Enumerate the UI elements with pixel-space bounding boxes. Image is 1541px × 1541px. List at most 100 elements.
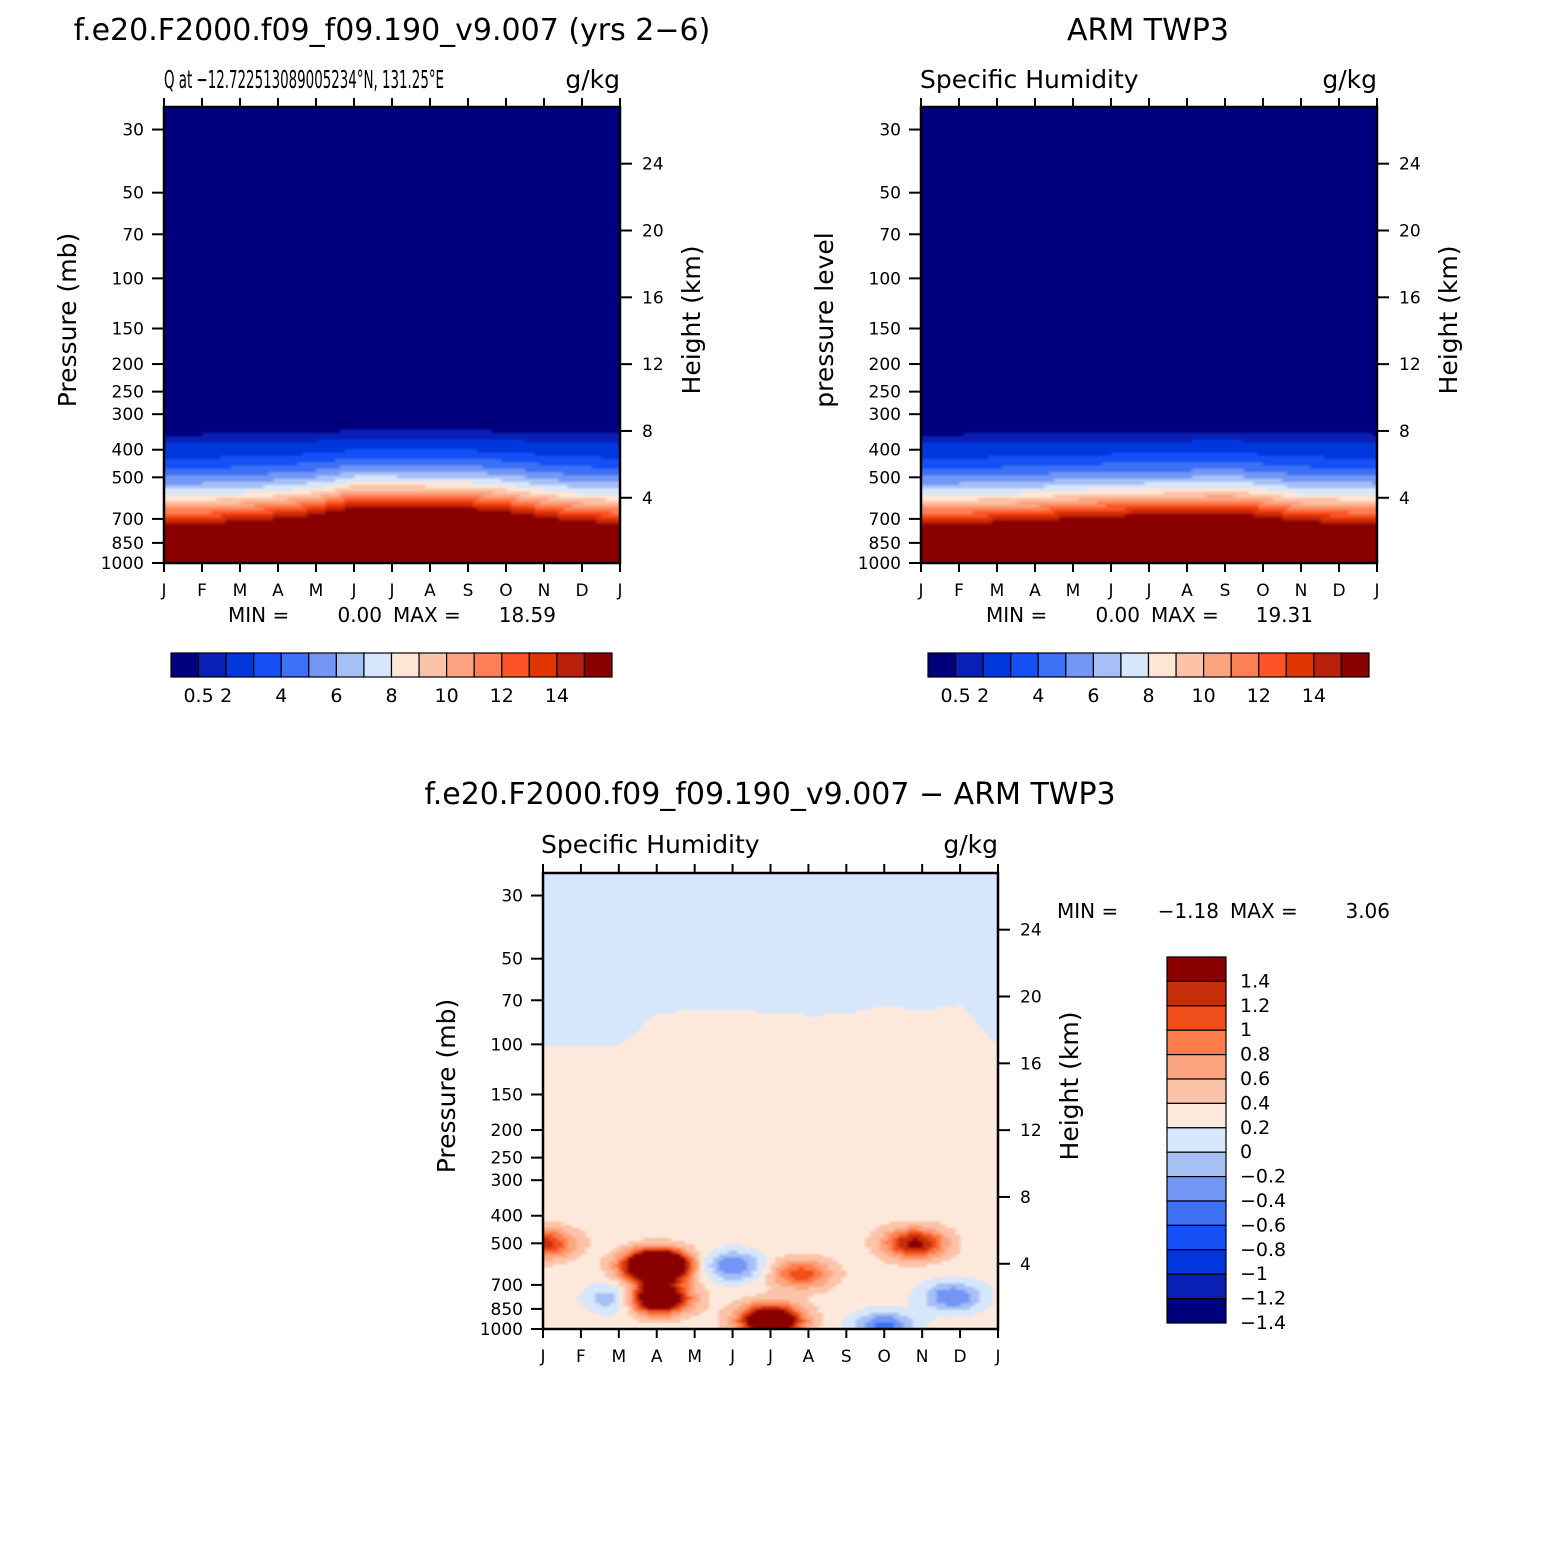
model-pressure-label: 250 [112, 383, 144, 403]
diff-colorbar-label: −0.2 [1240, 1166, 1286, 1188]
obs-month-label: S [1220, 581, 1231, 601]
diff-month-label: A [803, 1347, 815, 1367]
model-pressure-label: 850 [112, 534, 144, 554]
diff-month-label: A [651, 1347, 663, 1367]
model-colorbar-swatch [253, 652, 282, 678]
model-colorbar-swatch [335, 652, 365, 678]
model-colorbar-label: 2 [220, 685, 232, 707]
diff-colorbar-swatch [1166, 1151, 1227, 1178]
diff-max-label: MAX = [1230, 899, 1298, 923]
model-colorbar-label: 4 [275, 685, 287, 707]
diff-pressure-label: 250 [491, 1149, 523, 1169]
obs-height-label: 16 [1399, 288, 1421, 308]
diff-colorbar-label: −0.4 [1240, 1190, 1286, 1212]
model-field [164, 107, 620, 563]
obs-month-label: M [1066, 581, 1081, 601]
obs-month-label: A [1029, 581, 1041, 601]
model-month-label: O [499, 581, 512, 601]
model-month-label: D [575, 581, 588, 601]
model-colorbar-label: 0.5 [183, 685, 213, 707]
diff-colorbar-label: −1.2 [1240, 1288, 1286, 1310]
diff-max-value: 3.06 [1345, 899, 1390, 923]
obs-panel: Specific Humidity g/kg J F M A M J J A S O N D J 30 50… [810, 65, 1463, 707]
obs-colorbar-label: 8 [1142, 685, 1154, 707]
model-colorbar-label: 8 [385, 685, 397, 707]
top-left-title: f.e20.F2000.f09_f09.190_v9.007 (yrs 2−6) [74, 13, 711, 48]
obs-colorbar: 0.5 2 4 6 8 10 12 14 [927, 652, 1370, 707]
model-pressure-label: 200 [112, 355, 144, 375]
model-min-value: 0.00 [337, 603, 382, 627]
model-colorbar-swatch [501, 652, 530, 678]
diff-month-label: J [729, 1347, 735, 1367]
model-month-label: A [424, 581, 436, 601]
model-pressure-label: 150 [112, 319, 144, 339]
model-colorbar-swatch [446, 652, 475, 678]
diff-colorbar-label: 0.6 [1240, 1068, 1270, 1090]
obs-month-label: J [917, 581, 923, 601]
diff-field [543, 873, 998, 1329]
obs-pressure-label: 70 [879, 225, 901, 245]
model-colorbar-swatch [556, 652, 586, 678]
obs-month-label: J [1145, 581, 1151, 601]
model-pressure-label: 100 [112, 269, 144, 289]
model-units-label: g/kg [565, 65, 620, 94]
obs-pressure-label: 100 [869, 269, 901, 289]
model-pressure-label: 700 [112, 510, 144, 530]
obs-panel-title: Specific Humidity [920, 65, 1139, 94]
diff-colorbar-swatch [1166, 1249, 1227, 1275]
model-colorbar-label: 10 [435, 685, 459, 707]
model-colorbar-label: 14 [545, 685, 569, 707]
obs-colorbar-label: 14 [1302, 685, 1326, 707]
diff-colorbar-label: −1 [1240, 1263, 1268, 1285]
obs-colorbar-label: 6 [1087, 685, 1099, 707]
diff-colorbar-swatch [1166, 956, 1227, 982]
model-colorbar-swatch [225, 652, 255, 678]
obs-colorbar-swatch [1258, 652, 1287, 678]
model-colorbar-label: 6 [330, 685, 342, 707]
model-colorbar-swatch [528, 652, 558, 678]
diff-height-label: 8 [1020, 1188, 1031, 1208]
diff-colorbar-swatch [1166, 1053, 1227, 1080]
diff-month-label: D [954, 1347, 967, 1367]
diff-colorbar-label: 1.4 [1240, 970, 1270, 992]
diff-pressure-label: 850 [491, 1300, 523, 1320]
diff-colorbar-swatch [1166, 980, 1227, 1007]
diff-colorbar-label: −1.4 [1240, 1312, 1286, 1334]
diff-month-label: N [916, 1347, 929, 1367]
obs-height-label: 12 [1399, 355, 1421, 375]
diff-colorbar-swatch [1166, 1127, 1227, 1153]
obs-month-label: J [1107, 581, 1113, 601]
obs-max-value: 19.31 [1256, 603, 1313, 627]
obs-pressure-label: 300 [869, 405, 901, 425]
obs-height-label: 8 [1399, 422, 1410, 442]
model-colorbar: 0.5 2 4 6 8 10 12 14 [170, 652, 613, 707]
obs-colorbar-swatch [1037, 652, 1067, 678]
model-height-label: 20 [642, 222, 664, 242]
diff-colorbar-swatch [1166, 1078, 1227, 1104]
diff-month-label: O [878, 1347, 891, 1367]
model-colorbar-swatch [390, 652, 420, 678]
diff-height-label: 20 [1020, 988, 1042, 1008]
diff-colorbar-label: −0.8 [1240, 1239, 1286, 1261]
obs-pressure-label: 30 [879, 121, 901, 141]
model-colorbar-swatch [363, 652, 393, 678]
diff-height-label: 4 [1020, 1255, 1031, 1275]
model-ylabel-right: Height (km) [677, 246, 706, 395]
diff-pressure-label: 70 [501, 991, 523, 1011]
diff-colorbar-swatch [1166, 1224, 1227, 1251]
model-month-label: M [233, 581, 248, 601]
obs-height-label: 20 [1399, 222, 1421, 242]
diff-panel: Specific Humidity g/kg J F M A M J J A S O N D J 30 50… [432, 830, 1390, 1367]
diff-month-label: J [539, 1347, 545, 1367]
obs-colorbar-swatch [1065, 652, 1094, 678]
obs-min-label: MIN = [986, 603, 1047, 627]
model-colorbar-label: 12 [490, 685, 514, 707]
obs-month-label: O [1256, 581, 1269, 601]
diff-pressure-label: 300 [491, 1171, 523, 1191]
obs-month-label: A [1181, 581, 1193, 601]
diff-colorbar-label: −0.6 [1240, 1214, 1286, 1236]
obs-pressure-label: 250 [869, 383, 901, 403]
